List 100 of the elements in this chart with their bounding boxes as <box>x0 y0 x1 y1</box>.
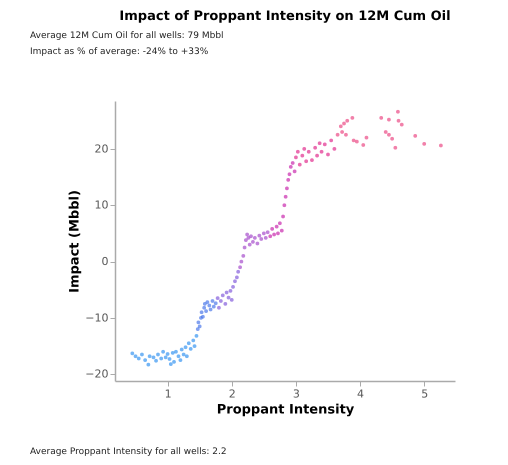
point <box>340 130 344 134</box>
point <box>422 142 426 146</box>
point <box>413 134 418 138</box>
point <box>313 146 318 150</box>
point <box>214 301 218 306</box>
point <box>159 356 164 360</box>
point <box>315 154 319 158</box>
point <box>345 118 350 123</box>
point <box>306 150 311 154</box>
point <box>223 302 228 306</box>
point <box>290 161 295 165</box>
point <box>302 147 306 151</box>
point <box>218 299 223 303</box>
point <box>172 360 176 364</box>
point <box>304 159 308 164</box>
point <box>288 172 292 176</box>
point <box>298 162 302 167</box>
point <box>236 270 240 274</box>
point <box>332 147 336 151</box>
chart-title: Impact of Proppant Intensity on 12M Cum Oil <box>119 9 451 24</box>
point <box>320 150 324 154</box>
x-tick-label: 3 <box>292 388 300 400</box>
point <box>184 345 188 350</box>
x-tick-label: 5 <box>421 388 428 400</box>
point <box>146 362 150 367</box>
point <box>216 296 220 300</box>
point <box>166 352 170 356</box>
point <box>235 275 239 280</box>
point <box>224 290 228 294</box>
point <box>361 143 366 147</box>
point <box>252 236 257 240</box>
point <box>207 304 212 308</box>
point <box>387 132 391 137</box>
point <box>217 306 221 310</box>
point <box>387 118 391 122</box>
point <box>342 122 346 126</box>
point <box>364 136 368 140</box>
point <box>352 138 356 142</box>
point <box>202 306 206 310</box>
point <box>228 288 232 293</box>
y-axis-title: Impact (Mbbl) <box>67 190 82 293</box>
point <box>230 298 234 302</box>
point <box>396 110 400 114</box>
point <box>257 234 262 238</box>
x-tick-label: 1 <box>164 388 172 400</box>
point <box>286 178 290 182</box>
point <box>208 308 212 312</box>
point <box>322 142 327 146</box>
point <box>240 260 244 264</box>
point <box>148 354 152 358</box>
point <box>439 144 443 148</box>
point <box>200 310 204 314</box>
point <box>184 354 189 358</box>
point <box>326 152 330 156</box>
point <box>202 302 207 306</box>
point <box>244 238 248 242</box>
x-tick-label: 2 <box>228 388 236 400</box>
point <box>264 236 268 240</box>
point <box>259 237 264 241</box>
point <box>344 132 348 137</box>
point <box>192 344 196 348</box>
point <box>266 230 270 234</box>
point <box>284 194 288 199</box>
point <box>393 146 398 150</box>
point <box>176 354 180 358</box>
point <box>168 362 173 366</box>
x-axis-title: Proppant Intensity <box>216 402 355 418</box>
point <box>206 300 210 304</box>
point <box>242 246 246 250</box>
point <box>300 154 304 158</box>
point <box>379 116 384 120</box>
point <box>400 122 404 127</box>
point <box>256 242 260 246</box>
y-tick-label: 10 <box>94 198 108 212</box>
point <box>196 320 200 324</box>
y-tick-label: 0 <box>102 255 108 268</box>
point <box>390 136 394 141</box>
point <box>198 324 202 328</box>
point <box>164 355 168 360</box>
point <box>268 234 272 238</box>
y-tick-label: 20 <box>94 142 108 156</box>
point <box>262 232 266 236</box>
point <box>154 358 158 363</box>
text: Impact as % of average: -24% to +33% <box>30 47 209 57</box>
point <box>186 341 191 346</box>
point <box>294 155 298 160</box>
point <box>318 141 322 146</box>
point <box>140 352 144 356</box>
y-tick-label: −20 <box>85 368 108 381</box>
point <box>285 186 289 190</box>
point <box>180 348 184 352</box>
point <box>233 279 237 284</box>
point <box>251 240 255 244</box>
text: Average Proppant Intensity for all wells: 2.2 <box>30 447 227 457</box>
point <box>220 294 225 298</box>
point <box>338 124 343 128</box>
point <box>168 357 172 361</box>
point <box>161 350 165 354</box>
point <box>396 118 400 123</box>
point <box>191 338 196 342</box>
